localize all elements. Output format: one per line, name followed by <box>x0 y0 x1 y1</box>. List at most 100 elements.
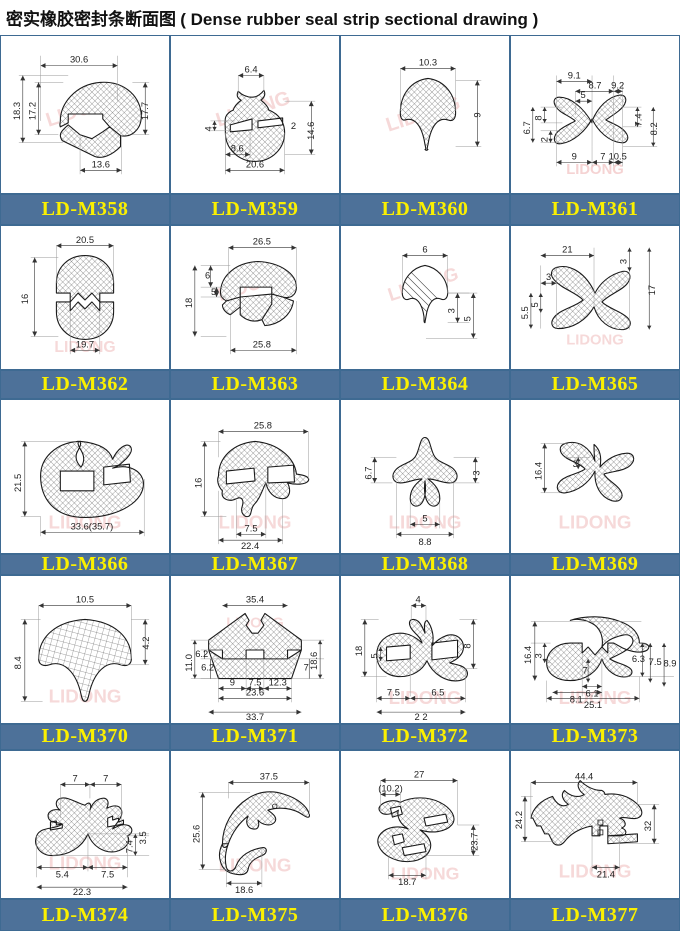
svg-text:10.3: 10.3 <box>419 58 437 68</box>
svg-text:7: 7 <box>73 774 78 784</box>
svg-text:32: 32 <box>643 821 653 831</box>
svg-text:6.7: 6.7 <box>364 467 374 480</box>
svg-text:6.4: 6.4 <box>245 65 258 75</box>
svg-text:18: 18 <box>354 646 364 656</box>
svg-text:23.7: 23.7 <box>469 833 479 851</box>
svg-text:2: 2 <box>540 137 550 142</box>
svg-text:7: 7 <box>304 663 309 673</box>
svg-text:7.5: 7.5 <box>101 869 114 879</box>
svg-text:10.5: 10.5 <box>76 595 94 605</box>
svg-text:25.1: 25.1 <box>584 700 602 710</box>
svg-text:17.2: 17.2 <box>28 102 38 120</box>
svg-text:35.4: 35.4 <box>246 595 264 605</box>
svg-text:5: 5 <box>370 653 380 658</box>
svg-text:17.7: 17.7 <box>140 102 150 120</box>
svg-text:9: 9 <box>472 112 482 117</box>
svg-text:11.0: 11.0 <box>184 654 194 672</box>
svg-text:7.5: 7.5 <box>649 657 662 667</box>
svg-text:18.7: 18.7 <box>398 877 416 887</box>
svg-text:5: 5 <box>462 316 472 321</box>
svg-text:4.2: 4.2 <box>141 637 151 650</box>
svg-text:8.7: 8.7 <box>588 80 601 90</box>
svg-text:23.6: 23.6 <box>246 687 264 697</box>
svg-text:21.4: 21.4 <box>597 869 615 879</box>
svg-text:5: 5 <box>530 302 540 307</box>
svg-text:6.2: 6.2 <box>201 663 214 673</box>
svg-text:LIDONG: LIDONG <box>566 332 623 348</box>
svg-text:30.6: 30.6 <box>70 55 88 65</box>
svg-text:18.6: 18.6 <box>309 652 319 670</box>
svg-text:8.6: 8.6 <box>231 144 244 154</box>
svg-text:37.5: 37.5 <box>260 772 278 782</box>
svg-text:9.2: 9.2 <box>611 80 624 90</box>
svg-text:33.6(35.7): 33.6(35.7) <box>71 521 114 531</box>
svg-text:8.4: 8.4 <box>13 656 23 669</box>
svg-text:18.3: 18.3 <box>12 102 22 120</box>
svg-text:20.6: 20.6 <box>246 159 264 169</box>
svg-text:8.8: 8.8 <box>418 537 431 547</box>
svg-text:7.5: 7.5 <box>387 687 400 697</box>
svg-text:5: 5 <box>581 90 586 100</box>
svg-text:21.5: 21.5 <box>13 474 23 492</box>
svg-text:2 2: 2 2 <box>415 712 428 722</box>
svg-text:8: 8 <box>462 643 472 648</box>
svg-text:LIDONG: LIDONG <box>559 860 632 881</box>
svg-text:8.1: 8.1 <box>570 694 583 704</box>
svg-text:25.8: 25.8 <box>254 421 272 431</box>
svg-text:5.4: 5.4 <box>56 869 69 879</box>
svg-text:24.2: 24.2 <box>514 811 524 829</box>
svg-text:8: 8 <box>534 115 544 120</box>
svg-text:8.9: 8.9 <box>663 659 676 669</box>
svg-text:16: 16 <box>20 294 30 304</box>
svg-text:10.5: 10.5 <box>609 151 627 161</box>
svg-text:6.1: 6.1 <box>586 688 599 698</box>
svg-text:7: 7 <box>600 151 605 161</box>
svg-text:9: 9 <box>572 151 577 161</box>
svg-text:33.7: 33.7 <box>246 712 264 722</box>
svg-text:(10.2): (10.2) <box>378 783 402 793</box>
svg-text:25.6: 25.6 <box>192 825 202 843</box>
svg-text:6: 6 <box>205 270 210 280</box>
svg-text:14.6: 14.6 <box>306 122 316 140</box>
svg-text:7.4: 7.4 <box>633 113 643 126</box>
svg-text:4: 4 <box>204 126 214 131</box>
svg-text:2: 2 <box>291 121 296 131</box>
svg-text:22.4: 22.4 <box>241 541 259 551</box>
svg-text:5.5: 5.5 <box>520 306 530 319</box>
svg-text:LIDONG: LIDONG <box>559 511 632 532</box>
svg-text:13.6: 13.6 <box>92 159 110 169</box>
svg-text:3: 3 <box>573 459 578 469</box>
svg-text:3: 3 <box>471 470 481 475</box>
svg-text:20.5: 20.5 <box>76 235 94 245</box>
svg-text:12.3: 12.3 <box>269 678 287 688</box>
svg-text:27: 27 <box>414 770 424 780</box>
svg-text:3: 3 <box>534 653 544 658</box>
svg-text:LIDONG: LIDONG <box>566 162 624 178</box>
svg-text:6.5: 6.5 <box>431 687 444 697</box>
svg-text:25.8: 25.8 <box>253 339 271 349</box>
svg-text:3.5: 3.5 <box>138 831 148 844</box>
svg-text:5: 5 <box>422 513 427 523</box>
svg-text:16.4: 16.4 <box>523 646 533 664</box>
svg-text:22.3: 22.3 <box>73 887 91 897</box>
svg-text:18: 18 <box>184 298 194 308</box>
svg-text:18.6: 18.6 <box>235 885 253 895</box>
svg-text:9: 9 <box>230 678 235 688</box>
svg-text:8.2: 8.2 <box>649 122 659 135</box>
svg-text:6: 6 <box>422 245 427 255</box>
svg-text:3: 3 <box>619 259 629 264</box>
svg-text:6.7: 6.7 <box>522 121 532 134</box>
svg-text:17: 17 <box>647 285 657 295</box>
svg-text:3: 3 <box>546 272 551 282</box>
svg-text:6.3: 6.3 <box>632 654 645 664</box>
svg-text:5: 5 <box>211 287 216 297</box>
svg-text:44.4: 44.4 <box>575 772 593 782</box>
svg-text:6.2: 6.2 <box>195 649 208 659</box>
svg-text:7.5: 7.5 <box>248 678 261 688</box>
svg-text:16: 16 <box>194 478 204 488</box>
svg-text:26.5: 26.5 <box>253 237 271 247</box>
svg-text:7.5: 7.5 <box>245 523 258 533</box>
svg-text:16.4: 16.4 <box>534 462 544 480</box>
svg-text:19.7: 19.7 <box>76 339 94 349</box>
svg-text:7: 7 <box>103 774 108 784</box>
